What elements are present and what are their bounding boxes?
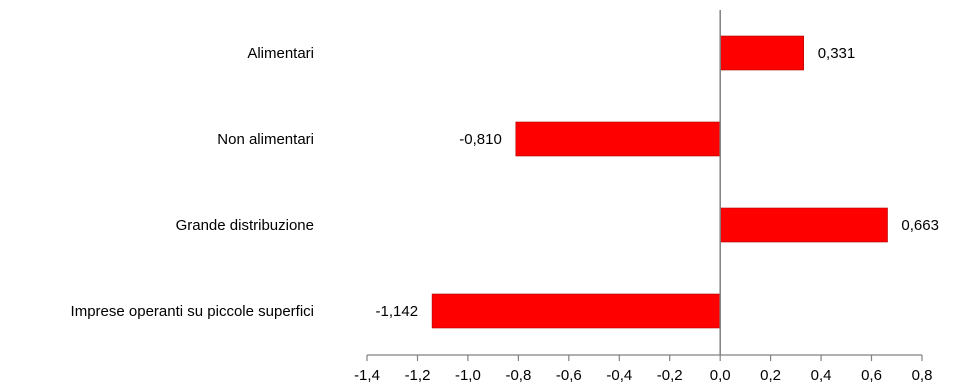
category-label: Imprese operanti su piccole superfici <box>71 303 314 320</box>
x-tick-label: -0,8 <box>505 367 531 384</box>
category-label: Non alimentari <box>217 131 314 148</box>
x-axis: -1,4 -1,2 -1,0 -0,8 -0,6 -0,4 -0,2 0,0 0,2 0,4 0,6… <box>354 10 932 384</box>
data-label: -0,810 <box>459 131 502 148</box>
x-tick-label: 0,4 <box>811 367 832 384</box>
x-tick-label: -1,4 <box>354 367 380 384</box>
x-tick-label: 0,2 <box>760 367 781 384</box>
x-tick-label: 0,0 <box>710 367 731 384</box>
category-label: Alimentari <box>247 45 314 62</box>
x-tick-label: -0,6 <box>556 367 582 384</box>
data-label: 0,331 <box>818 45 856 62</box>
labels-layer: Alimentari 0,331 Non alimentari -0,810 Grand… <box>71 45 939 320</box>
x-tick-label: 0,8 <box>912 367 933 384</box>
x-tick-label: -1,2 <box>405 367 431 384</box>
x-tick-label: -0,2 <box>657 367 683 384</box>
bar-3 <box>431 293 721 329</box>
bar-1 <box>515 121 721 157</box>
bar-2 <box>719 207 888 243</box>
data-label: -1,142 <box>376 303 419 320</box>
category-label: Grande distribuzione <box>176 217 314 234</box>
x-tick-label: -0,4 <box>606 367 632 384</box>
bar-0 <box>719 35 805 71</box>
x-tick-label: 0,6 <box>861 367 882 384</box>
data-label: 0,663 <box>901 217 939 234</box>
x-tick-label: -1,0 <box>455 367 481 384</box>
bars-layer <box>431 35 888 329</box>
